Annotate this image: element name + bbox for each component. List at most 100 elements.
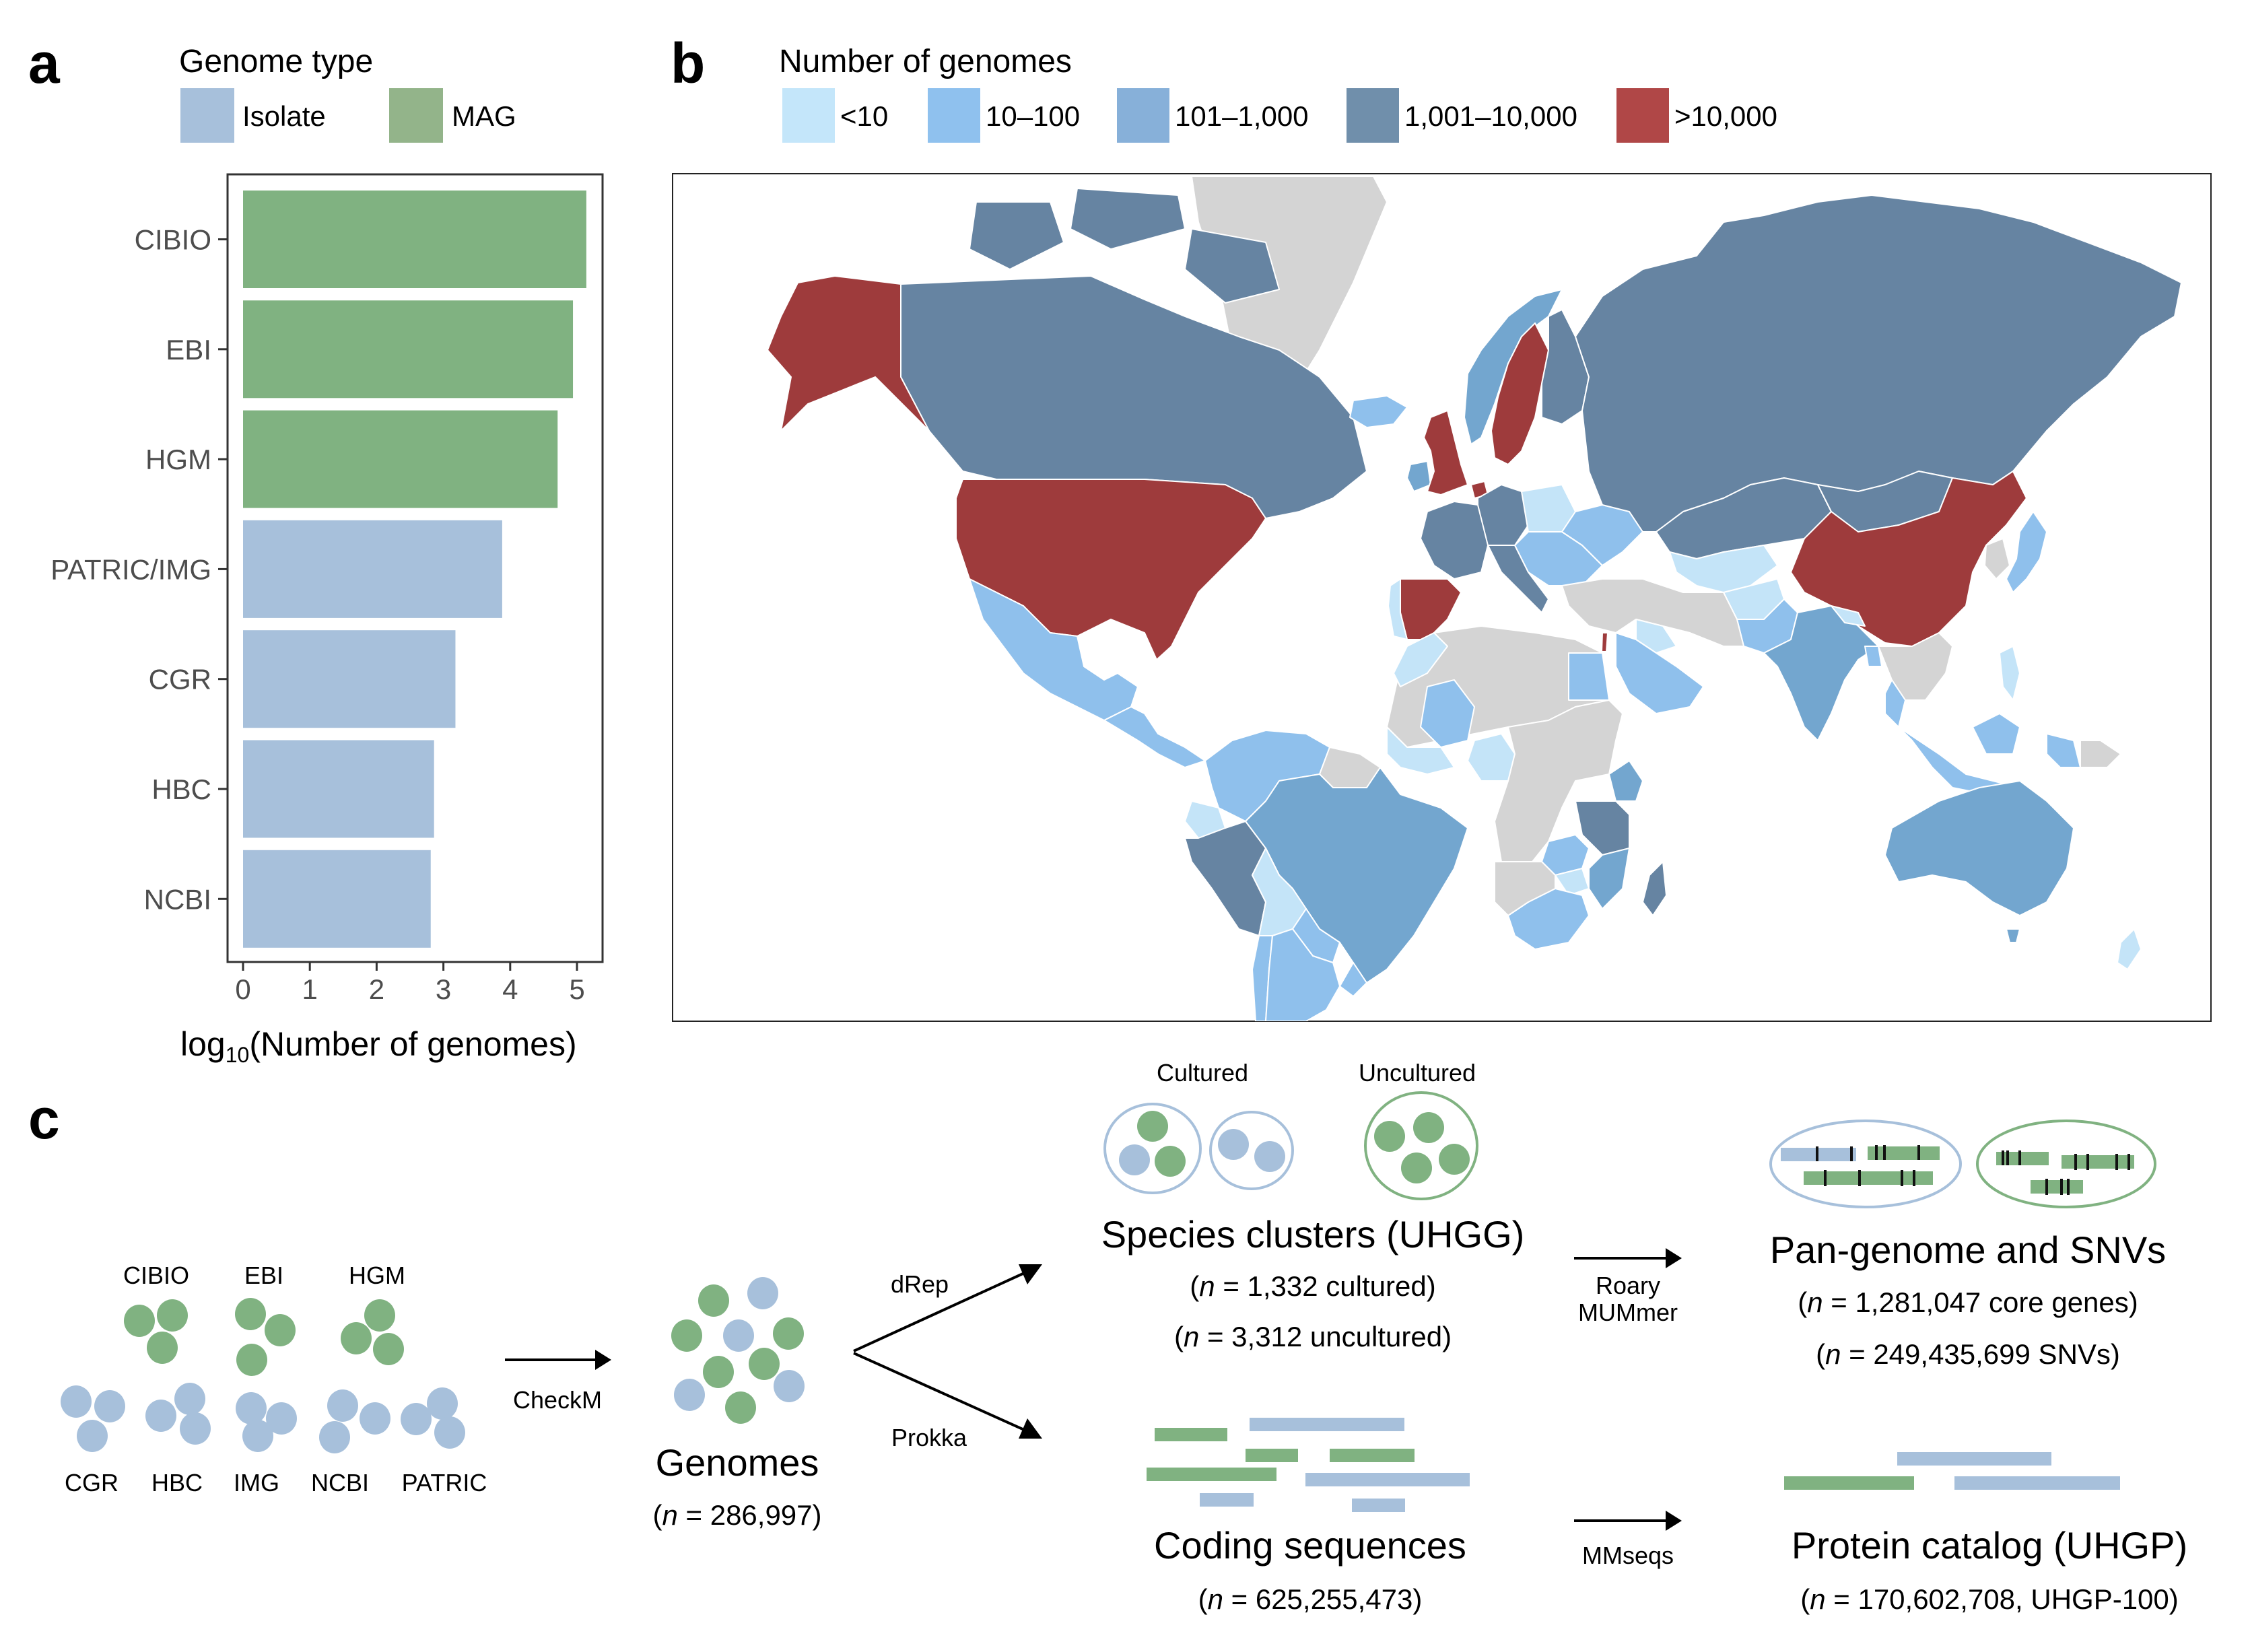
source-label-hbc: HBC — [151, 1469, 203, 1496]
panel-b-letter: b — [671, 32, 706, 95]
map-region-morocco — [1393, 632, 1448, 687]
y-tick-label: CGR — [149, 664, 211, 695]
source-genome-circle — [242, 1420, 273, 1452]
pangenome-core-genes-count: (n = 1,281,047 core genes) — [1798, 1286, 2138, 1318]
species-uncultured-count: (n = 3,312 uncultured) — [1174, 1321, 1452, 1352]
source-genome-circle — [427, 1387, 458, 1420]
coding-sequences-count: (n = 625,255,473) — [1198, 1583, 1423, 1615]
bar-hgm — [243, 410, 558, 508]
protein-catalog-count: (n = 170,602,708, UHGP-100) — [1800, 1583, 2179, 1615]
genome-pool-circles — [671, 1277, 805, 1424]
cultured-cluster-1 — [1103, 1103, 1202, 1194]
legend-swatch-mag — [389, 88, 443, 143]
pangenome-snv-count: (n = 249,435,699 SNVs) — [1816, 1338, 2120, 1370]
pangenome-title: Pan-genome and SNVs — [1770, 1229, 2166, 1271]
workflow-diagram: CIBIO EBI HGM CGR HBC IMG NCBI PATRIC Ch… — [61, 1059, 2187, 1615]
map-legend-swatch-10-100 — [928, 88, 980, 143]
x-tick-label: 3 — [436, 973, 451, 1005]
cultured-cluster-2 — [1209, 1111, 1294, 1190]
map-region-ireland — [1406, 460, 1431, 492]
drep-arrow — [853, 1264, 1042, 1352]
map-region-central-america — [1103, 706, 1206, 768]
map-region-southern-africa — [1494, 861, 1556, 916]
x-tick-label: 0 — [235, 973, 250, 1005]
map-region-uruguay — [1339, 962, 1367, 997]
source-genome-circle — [145, 1400, 176, 1432]
source-label-hgm: HGM — [349, 1262, 405, 1289]
uncultured-cluster — [1364, 1091, 1478, 1200]
map-region-madagascar — [1642, 861, 1667, 916]
map-region-argentina — [1265, 928, 1340, 1021]
step-label-mmseqs: MMseqs — [1582, 1542, 1674, 1569]
species-cultured-count: (n = 1,332 cultured) — [1190, 1270, 1435, 1302]
map-region-mozambique — [1588, 848, 1630, 909]
pangenome-cluster-cultured — [1769, 1120, 1962, 1208]
x-tick-label: 5 — [569, 973, 584, 1005]
genome-type-legend-title: Genome type — [179, 44, 374, 79]
map-legend-swatch-101-1000 — [1117, 88, 1169, 143]
source-genome-circle — [236, 1344, 267, 1376]
roary-arrow — [1574, 1248, 1682, 1268]
map-region-finland — [1541, 309, 1590, 425]
map-region-korea — [1984, 538, 2010, 580]
panel-a-letter: a — [28, 32, 60, 95]
source-genome-circle — [319, 1421, 350, 1453]
protein-catalog-bars — [1784, 1452, 2120, 1490]
genome-pool-circle — [773, 1317, 804, 1350]
step-label-prokka: Prokka — [891, 1424, 967, 1451]
map-region-united-kingdom — [1423, 410, 1468, 495]
genome-source-bar-chart: CIBIO EBI HGM PATRIC/IMG CGR HBC NCBI 0 1 2 3 4 5 log… — [50, 173, 604, 1067]
map-region-france — [1420, 501, 1489, 580]
source-label-patric: PATRIC — [402, 1469, 487, 1496]
map-region-portugal — [1388, 578, 1408, 640]
source-genome-circle — [77, 1420, 108, 1452]
x-axis-label: log10(Number of genomes) — [180, 1025, 577, 1067]
genome-pool-circle — [749, 1348, 780, 1380]
source-label-ebi: EBI — [244, 1262, 283, 1289]
source-genome-circle — [236, 1392, 267, 1424]
step-label-drep: dRep — [891, 1270, 949, 1298]
map-region-thailand — [1884, 679, 1906, 728]
map-region-israel — [1601, 632, 1608, 652]
species-clusters-title: Species clusters (UHGG) — [1101, 1213, 1525, 1255]
legend-label-isolate: Isolate — [242, 100, 326, 132]
source-label-img: IMG — [234, 1469, 279, 1496]
bar-cgr — [243, 630, 456, 728]
y-tick-label: CIBIO — [135, 224, 211, 256]
step-label-roary: Roary — [1596, 1272, 1660, 1299]
map-region-mali — [1420, 679, 1475, 748]
source-genome-circle — [327, 1389, 358, 1422]
bar-cibio — [243, 191, 586, 288]
map-region-alaska-united-states — [767, 275, 930, 432]
source-label-cibio: CIBIO — [123, 1262, 189, 1289]
genomes-title: Genomes — [656, 1441, 819, 1484]
source-genome-circle — [434, 1416, 465, 1449]
map-region-west-africa — [1386, 726, 1455, 775]
map-legend-swatch-lt10 — [782, 88, 835, 143]
source-genome-circle — [341, 1322, 372, 1354]
source-genome-circle — [360, 1402, 390, 1435]
source-genome-circle — [174, 1383, 205, 1415]
map-legend-label-1001-10000: 1,001–10,000 — [1404, 100, 1577, 132]
map-region-egypt — [1568, 652, 1610, 701]
source-genome-circle — [265, 1314, 296, 1346]
map-region-russia — [1575, 195, 2182, 532]
genome-pool-circle — [747, 1277, 778, 1309]
genome-pool-circle — [723, 1319, 754, 1352]
map-region-sweden — [1491, 322, 1549, 465]
x-tick-label: 4 — [502, 973, 518, 1005]
source-genome-circle — [147, 1332, 178, 1364]
map-region-nigeria — [1467, 733, 1515, 782]
y-tick-label: EBI — [166, 334, 211, 366]
prokka-arrow — [853, 1352, 1042, 1439]
map-region-kenya — [1608, 760, 1643, 802]
genomes-count: (n = 286,997) — [652, 1499, 821, 1531]
uncultured-label: Uncultured — [1359, 1059, 1476, 1087]
map-region-central-asia — [1669, 545, 1778, 593]
step-label-checkm: CheckM — [513, 1386, 602, 1414]
map-legend-title: Number of genomes — [779, 44, 1072, 79]
map-region-australia — [1884, 780, 2074, 943]
map-legend-label-lt10: <10 — [840, 100, 889, 132]
genome-pool-circle — [671, 1319, 702, 1352]
source-genome-circle — [157, 1299, 188, 1332]
